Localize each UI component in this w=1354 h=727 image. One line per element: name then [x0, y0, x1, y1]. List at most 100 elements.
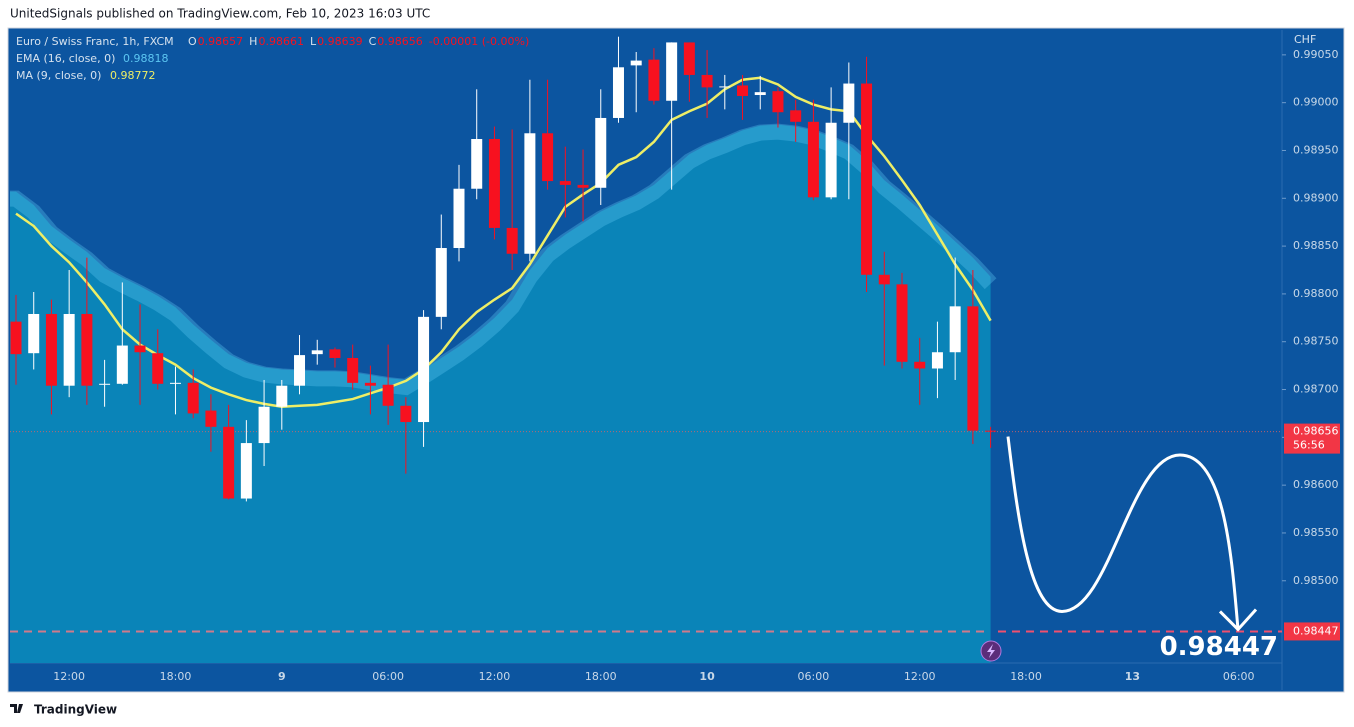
candle-body	[382, 384, 394, 406]
candle-body	[896, 284, 908, 362]
y-tick-label: 0.98750	[1293, 335, 1339, 348]
candle-body	[169, 382, 181, 384]
ema-band	[10, 123, 997, 396]
x-tick-label: 06:00	[798, 670, 830, 683]
candle-body	[559, 181, 571, 185]
candle-body	[187, 382, 199, 414]
price-label-box	[1284, 423, 1340, 454]
candle-body	[878, 274, 890, 285]
x-tick-label: 06:00	[1223, 670, 1255, 683]
ema-area	[10, 124, 991, 663]
candle-body	[949, 306, 961, 353]
y-tick-label: 0.99000	[1293, 96, 1339, 109]
candle-body	[400, 405, 412, 423]
candle-body	[807, 121, 819, 198]
candle-body	[737, 85, 749, 96]
y-tick-label: 0.99050	[1293, 48, 1339, 61]
plot	[10, 36, 1282, 663]
candle-body	[311, 350, 323, 355]
x-tick-label: 12:00	[904, 670, 936, 683]
ohlc-legend: O 0.98657 H 0.98661 L 0.98639 C 0.98656 -0.00001…	[188, 35, 529, 48]
y-tick-label: 0.98600	[1293, 478, 1339, 491]
candle-body	[861, 83, 873, 275]
ohlc-change: -0.00001 (-0.00%)	[429, 35, 529, 48]
candle-body	[258, 406, 270, 444]
candle-body	[81, 313, 93, 386]
candle-body	[648, 59, 660, 101]
candle-body	[99, 383, 111, 385]
ohlc-label: L	[310, 35, 317, 48]
x-tick-label: 06:00	[372, 670, 404, 683]
candle-body	[719, 86, 731, 88]
ohlc-label: C	[369, 35, 377, 48]
candle-body	[116, 345, 128, 384]
y-tick-label: 0.98900	[1293, 191, 1339, 204]
candle-body	[205, 410, 217, 427]
logo-mark	[10, 704, 23, 713]
ohlc-value: 0.98639	[317, 35, 363, 48]
ohlc-value: 0.98656	[377, 35, 423, 48]
forecast-drawing	[1006, 436, 1258, 632]
target-label: 0.98447	[1293, 624, 1339, 637]
target-label-box	[1284, 622, 1340, 641]
candle-body	[612, 67, 624, 118]
candle-body	[931, 352, 943, 369]
candle-body	[45, 313, 57, 386]
candle-body	[63, 313, 75, 386]
candle-body	[506, 227, 518, 254]
candle-body	[666, 42, 678, 101]
candle-body	[595, 117, 607, 188]
candle-body	[790, 110, 802, 122]
candle-body	[630, 60, 642, 66]
y-tick-label: 0.98950	[1293, 143, 1339, 156]
candle-body	[754, 92, 766, 96]
y-tick-label: 0.98700	[1293, 383, 1339, 396]
candle-body	[524, 133, 536, 254]
x-tick-label: 18:00	[1010, 670, 1042, 683]
event-bolt	[987, 644, 995, 658]
candle-body	[329, 349, 341, 358]
candle-body	[294, 355, 306, 386]
candle-body	[364, 382, 376, 386]
y-tick-label: 0.98850	[1293, 239, 1339, 252]
candle-body	[471, 139, 483, 189]
candle-body	[577, 184, 589, 188]
candle-body	[10, 321, 22, 355]
candle-body	[240, 443, 252, 499]
currency: CHF	[1294, 33, 1316, 46]
x-tick-label: 12:00	[53, 670, 85, 683]
ema-legend-name: EMA (16, close, 0)	[16, 52, 115, 65]
candle-body	[276, 385, 288, 407]
target-annotation: 0.98447	[1160, 632, 1278, 662]
publisher: UnitedSignals published on TradingView.c…	[10, 7, 430, 21]
legend-title: Euro / Swiss Franc, 1h, FXCM	[16, 35, 174, 48]
y-tick-label: 0.98550	[1293, 526, 1339, 539]
y-tick-label: 0.98500	[1293, 574, 1339, 587]
candle-body	[825, 122, 837, 198]
candle-body	[772, 91, 784, 113]
x-tick-label: 18:00	[160, 670, 192, 683]
candle-body	[701, 74, 713, 88]
ohlc-value: 0.98657	[198, 35, 244, 48]
forecast-curve	[1006, 436, 1240, 630]
candle-body	[134, 345, 146, 353]
x-tick-label: 10	[699, 670, 715, 683]
candle-body	[453, 188, 465, 249]
candle-body	[967, 306, 979, 431]
candle-body	[418, 316, 430, 423]
x-tick-label: 12:00	[479, 670, 511, 683]
candle-body	[435, 248, 447, 317]
x-tick-label: 9	[278, 670, 286, 683]
footer-logo: TradingView	[10, 703, 117, 717]
candle-body	[488, 139, 500, 228]
footer-brand: TradingView	[34, 703, 117, 717]
ma-legend-value: 0.98772	[110, 69, 156, 82]
countdown: 56:56	[1293, 439, 1325, 452]
ma-legend-name: MA (9, close, 0)	[16, 69, 101, 82]
price-label: 0.98656	[1293, 425, 1339, 438]
x-tick-label: 13	[1125, 670, 1140, 683]
x-tick-label: 18:00	[585, 670, 617, 683]
candle-body	[28, 313, 40, 354]
